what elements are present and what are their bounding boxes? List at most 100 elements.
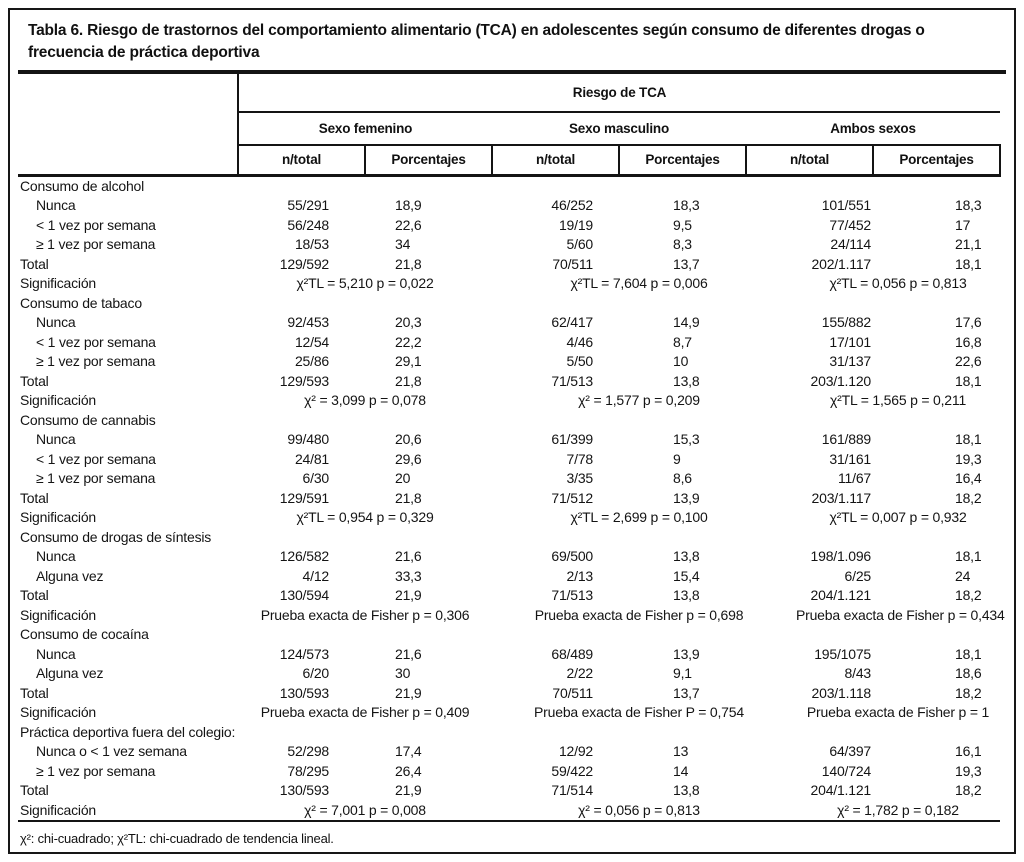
percentage-value: 8,7 [673, 333, 692, 350]
row-label: Total [20, 255, 49, 272]
percentage-value: 8,6 [673, 470, 692, 486]
percentage-value: 21,1 [955, 236, 982, 252]
title-divider [18, 70, 1006, 74]
percentage-value: 18,6 [955, 665, 982, 681]
table-row-sig: Significación Prueba exacta de Fisher p =… [18, 606, 1005, 626]
row-label: Significación [20, 606, 96, 623]
header-empty-cell [18, 145, 239, 177]
header-empty-cell [18, 74, 239, 112]
percentage-value: 20 [395, 470, 411, 486]
ntotal-value: 8/43 [844, 665, 872, 681]
significance-value: χ² = 1,577 p = 0,209 [578, 392, 700, 408]
table-row-data: < 1 vez por semana 56/248 22,6 19/19 9,5 77/4… [18, 216, 1000, 236]
table-row-sig: Significación χ² = 3,099 p = 0,078 χ² = 1,… [18, 391, 1000, 411]
percentage-value: 13,7 [673, 255, 700, 272]
percentage-value: 15,3 [673, 431, 700, 447]
ntotal-value: 6/30 [302, 470, 330, 486]
percentage-value: 16,8 [955, 333, 982, 350]
row-label: ≥ 1 vez por semana [36, 353, 156, 369]
significance-value: χ² = 3,099 p = 0,078 [304, 392, 426, 408]
ntotal-value: 5/50 [566, 353, 594, 369]
percentage-value: 30 [395, 665, 411, 681]
ntotal-value: 61/399 [551, 431, 593, 447]
header-row-span: Riesgo de TCA [18, 74, 1001, 113]
percentage-value: 21,6 [395, 548, 422, 564]
significance-value: χ² = 0,056 p = 0,813 [578, 801, 700, 818]
percentage-value: 10 [673, 353, 689, 369]
section-label: Consumo de cannabis [20, 411, 156, 428]
row-label: Significación [20, 801, 96, 818]
percentage-value: 18,1 [955, 372, 982, 389]
row-label: Alguna vez [36, 665, 104, 681]
table-row-total: Total 129/592 21,8 70/511 13,7 202/1.117 18,1 [18, 255, 1000, 275]
ntotal-value: 68/489 [551, 645, 593, 662]
percentage-value: 21,8 [395, 255, 422, 272]
percentage-value: 9,1 [673, 665, 692, 681]
ntotal-value: 7/78 [566, 450, 594, 467]
table-row-data: Nunca 55/291 18,9 46/252 18,3 101/551 18,3 [18, 196, 1000, 216]
row-label: Significación [20, 275, 96, 291]
significance-value: χ²TL = 0,007 p = 0,932 [829, 509, 967, 525]
header-subcol-porcentajes: Porcentajes [364, 145, 492, 177]
percentage-value: 18,1 [955, 431, 982, 447]
percentage-value: 13,7 [673, 684, 700, 701]
significance-value: χ²TL = 1,565 p = 0,211 [829, 392, 967, 408]
ntotal-value: 140/724 [821, 762, 871, 779]
percentage-value: 21,9 [395, 684, 422, 701]
percentage-value: 17,4 [395, 743, 422, 759]
ntotal-value: 52/298 [287, 743, 329, 759]
row-label: Nunca o < 1 vez semana [36, 743, 187, 759]
ntotal-value: 25/86 [294, 353, 329, 369]
significance-value: χ²TL = 5,210 p = 0,022 [296, 275, 434, 291]
table-row-sig: Significación χ²TL = 5,210 p = 0,022 χ²TL … [18, 274, 1000, 294]
ntotal-value: 4/46 [566, 333, 594, 350]
header-group-both: Ambos sexos [746, 112, 1001, 146]
ntotal-value: 12/92 [558, 743, 593, 759]
header-row-subcols: n/total Porcentajes n/total Porcentajes … [18, 145, 1002, 177]
table-row-section: Consumo de cannabis [18, 411, 1000, 431]
percentage-value: 21,8 [395, 372, 422, 389]
significance-value: χ²TL = 7,604 p = 0,006 [570, 275, 708, 291]
ntotal-value: 6/20 [302, 665, 330, 681]
percentage-value: 24 [955, 567, 971, 584]
ntotal-value: 204/1.121 [810, 782, 872, 798]
table-row-data: < 1 vez por semana 24/81 29,6 7/78 9 31/161 19… [18, 450, 1000, 470]
row-label: Total [20, 489, 49, 506]
row-label: Nunca [36, 197, 76, 213]
percentage-value: 29,6 [395, 450, 422, 467]
percentage-value: 19,3 [955, 762, 982, 779]
header-subcol-ntotal: n/total [745, 145, 873, 177]
ntotal-value: 129/593 [279, 372, 329, 389]
ntotal-value: 17/101 [829, 333, 871, 350]
ntotal-value: 62/417 [551, 314, 593, 330]
row-label: Significación [20, 704, 96, 720]
ntotal-value: 130/593 [279, 782, 329, 798]
table-footnote: χ²: chi-cuadrado; χ²TL: chi-cuadrado de … [20, 831, 334, 846]
table-row-total: Total 129/593 21,8 71/513 13,8 203/1.120 18,1 [18, 372, 1000, 392]
row-label: ≥ 1 vez por semana [36, 470, 156, 486]
ntotal-value: 6/25 [844, 567, 872, 584]
row-label: Nunca [36, 314, 76, 330]
significance-value: Prueba exacta de Fisher p = 0,434 [796, 606, 1005, 623]
table-title: Tabla 6. Riesgo de trastornos del compor… [28, 22, 925, 61]
table-body: Consumo de alcohol Nunca 55/291 18,9 46/252 1… [18, 175, 1005, 821]
row-label: Significación [20, 392, 96, 408]
percentage-value: 13,9 [673, 645, 700, 662]
ntotal-value: 31/137 [829, 353, 871, 369]
table-row-data: Nunca 126/582 21,6 69/500 13,8 198/1.096 18,1 [18, 547, 1000, 567]
ntotal-value: 24/114 [830, 236, 871, 252]
significance-value: Prueba exacta de Fisher p = 0,409 [260, 704, 470, 720]
ntotal-value: 69/500 [551, 548, 593, 564]
percentage-value: 18,1 [955, 645, 982, 662]
table-row-data: Alguna vez 4/12 33,3 2/13 15,4 6/25 24 [18, 567, 1000, 587]
table-row-total: Total 130/594 21,9 71/513 13,8 204/1.121 18,2 [18, 586, 1000, 606]
row-label: Total [20, 782, 49, 798]
ntotal-value: 155/882 [821, 314, 871, 330]
ntotal-value: 12/54 [294, 333, 329, 350]
ntotal-value: 124/573 [279, 645, 329, 662]
section-label: Consumo de drogas de síntesis [20, 528, 212, 545]
table-row-data: ≥ 1 vez por semana 78/295 26,4 59/422 14 140/… [18, 762, 1000, 782]
ntotal-value: 195/1075 [814, 645, 871, 662]
percentage-value: 9,5 [673, 216, 692, 233]
percentage-value: 13,8 [673, 372, 700, 389]
